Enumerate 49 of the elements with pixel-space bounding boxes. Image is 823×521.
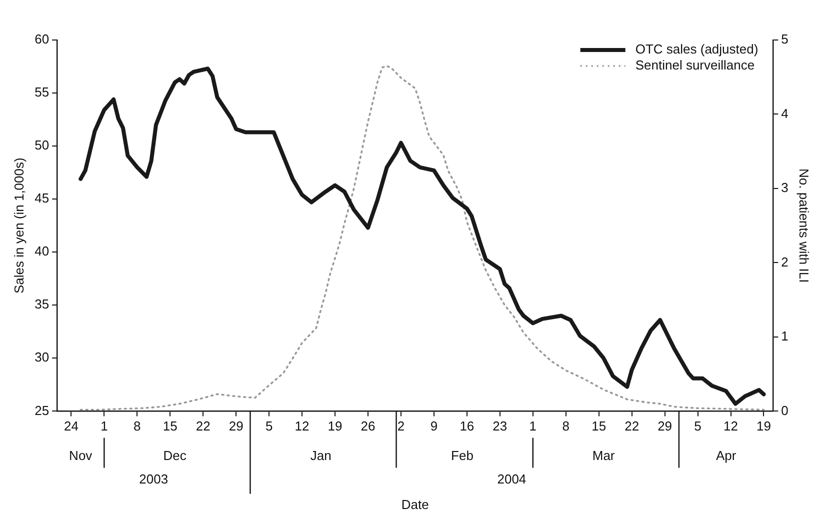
x-tick-label: 1 — [529, 418, 537, 434]
legend-label: Sentinel surveillance — [635, 58, 755, 73]
x-tick-label: 5 — [694, 418, 702, 434]
x-tick-label: 12 — [724, 418, 738, 434]
x2-tick-label: Jan — [310, 448, 332, 464]
x-tick-label: 19 — [756, 418, 771, 434]
y-tick-label: 25 — [34, 402, 50, 418]
x2-tick-label: Feb — [451, 448, 474, 464]
x-tick-label: 19 — [328, 418, 342, 434]
x-tick-label: 1 — [100, 418, 108, 434]
y-tick-label: 40 — [34, 244, 50, 259]
y2-axis-title: No. patients with ILI — [796, 168, 812, 283]
x-tick-label: 23 — [492, 418, 508, 434]
y-tick-label: 50 — [34, 138, 50, 153]
x-tick-label: 16 — [460, 418, 474, 434]
legend-label: OTC sales (adjusted) — [635, 42, 758, 57]
x-tick-label: 15 — [592, 418, 606, 434]
y-tick-label: 55 — [34, 84, 50, 100]
y-tick-label: 60 — [34, 32, 50, 47]
y2-tick-label: 2 — [781, 254, 788, 270]
y-tick-label: 45 — [34, 190, 50, 206]
x-tick-label: 29 — [658, 418, 672, 434]
x-tick-label: 15 — [162, 418, 178, 434]
y2-tick-label: 1 — [781, 328, 788, 344]
x-tick-label: 26 — [360, 418, 376, 434]
x-tick-label: 24 — [64, 418, 78, 434]
x2-tick-label: Mar — [592, 448, 616, 464]
y2-tick-label: 3 — [781, 180, 788, 196]
y2-tick-label: 5 — [781, 32, 788, 47]
y2-tick-label: 0 — [781, 402, 788, 418]
x2-tick-label: Nov — [69, 448, 93, 464]
x-tick-label: 8 — [134, 418, 141, 434]
x2-tick-label: Apr — [716, 448, 737, 464]
x2-tick-label: Dec — [163, 448, 187, 464]
y-tick-label: 30 — [34, 350, 50, 365]
x-axis-title: Date — [401, 496, 429, 512]
x-tick-label: 2 — [397, 418, 405, 434]
x-tick-label: 22 — [196, 418, 210, 434]
y2-tick-label: 4 — [781, 106, 788, 121]
text: 2003 — [139, 471, 168, 486]
y-axis-title: Sales in yen (in 1,000s) — [11, 158, 26, 294]
x-tick-label: 9 — [430, 418, 438, 434]
y-tick-label: 35 — [34, 296, 50, 312]
x-tick-label: 8 — [562, 418, 570, 434]
text: 2004 — [497, 471, 526, 486]
x-tick-label: 29 — [228, 418, 244, 434]
x-tick-label: 5 — [265, 418, 273, 434]
x-tick-label: 12 — [294, 418, 310, 434]
x-tick-label: 22 — [624, 418, 640, 434]
